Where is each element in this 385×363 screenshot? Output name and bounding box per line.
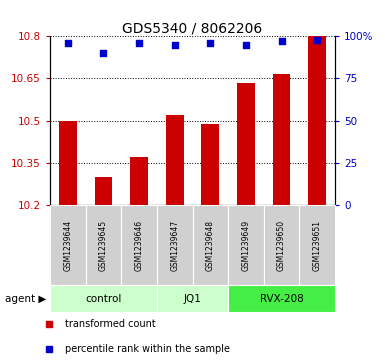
Point bbox=[100, 50, 107, 56]
Text: GSM1239651: GSM1239651 bbox=[313, 220, 321, 270]
Bar bbox=[59, 121, 77, 205]
Text: agent ▶: agent ▶ bbox=[5, 294, 46, 303]
Bar bbox=[201, 123, 219, 205]
Title: GDS5340 / 8062206: GDS5340 / 8062206 bbox=[122, 21, 263, 35]
Text: GSM1239650: GSM1239650 bbox=[277, 220, 286, 270]
Bar bbox=[157, 205, 192, 285]
Bar bbox=[95, 177, 112, 205]
Text: GSM1239644: GSM1239644 bbox=[64, 220, 72, 270]
Point bbox=[136, 40, 142, 46]
Bar bbox=[192, 205, 228, 285]
Bar bbox=[85, 205, 121, 285]
Bar bbox=[50, 285, 157, 312]
Text: JQ1: JQ1 bbox=[184, 294, 201, 303]
Bar bbox=[121, 205, 157, 285]
Point bbox=[65, 40, 71, 46]
Bar bbox=[300, 205, 335, 285]
Text: GSM1239647: GSM1239647 bbox=[170, 220, 179, 270]
Point bbox=[278, 38, 285, 44]
Bar bbox=[273, 74, 290, 205]
Point bbox=[243, 42, 249, 48]
Text: transformed count: transformed count bbox=[65, 319, 156, 329]
Point bbox=[207, 40, 213, 46]
Point bbox=[172, 42, 178, 48]
Text: control: control bbox=[85, 294, 122, 303]
Bar bbox=[228, 285, 335, 312]
Bar bbox=[50, 205, 85, 285]
Text: percentile rank within the sample: percentile rank within the sample bbox=[65, 344, 230, 354]
Bar bbox=[264, 205, 300, 285]
Bar bbox=[308, 36, 326, 205]
Text: GSM1239649: GSM1239649 bbox=[241, 220, 250, 270]
Point bbox=[314, 37, 320, 42]
Text: RVX-208: RVX-208 bbox=[259, 294, 303, 303]
Bar bbox=[166, 115, 184, 205]
Bar bbox=[130, 157, 148, 205]
Text: GSM1239645: GSM1239645 bbox=[99, 220, 108, 270]
Bar bbox=[237, 83, 255, 205]
Bar bbox=[228, 205, 264, 285]
Text: GSM1239648: GSM1239648 bbox=[206, 220, 215, 270]
Text: GSM1239646: GSM1239646 bbox=[135, 220, 144, 270]
Bar bbox=[157, 285, 228, 312]
